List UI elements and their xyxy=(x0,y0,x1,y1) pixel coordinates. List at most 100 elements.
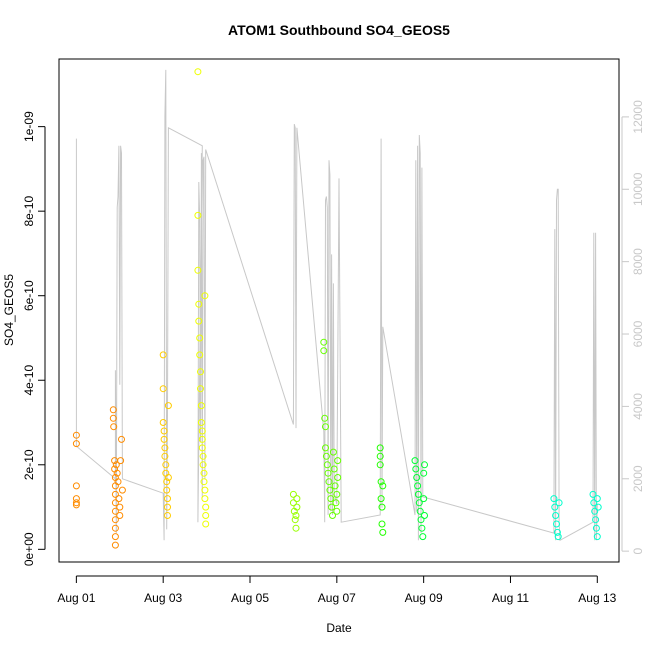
data-point xyxy=(200,469,208,477)
data-point xyxy=(194,211,202,219)
x-tick-label: Aug 05 xyxy=(231,591,269,605)
plot-frame xyxy=(58,58,620,563)
data-point xyxy=(163,478,171,486)
data-point xyxy=(414,482,422,490)
data-point xyxy=(201,292,209,300)
data-point xyxy=(197,368,204,376)
data-point xyxy=(116,503,124,511)
data-point xyxy=(376,452,384,460)
data-point xyxy=(322,423,329,431)
data-point xyxy=(421,512,428,519)
data-point xyxy=(195,317,203,325)
data-point xyxy=(326,486,334,494)
secondary-series-layer xyxy=(75,69,598,542)
data-point xyxy=(202,512,210,519)
data-point xyxy=(553,520,560,528)
data-point xyxy=(334,474,342,481)
x-axis-label: Date xyxy=(326,621,352,635)
data-point xyxy=(321,414,329,422)
data-point xyxy=(413,474,421,481)
data-point xyxy=(328,503,336,511)
data-point xyxy=(196,351,204,359)
x-tick-label: Aug 11 xyxy=(492,591,529,605)
data-point xyxy=(159,385,167,393)
data-point xyxy=(555,499,563,507)
data-point xyxy=(293,503,301,511)
y-tick-label: 2e-10 xyxy=(22,449,36,480)
y2-axis: 0 2000 4000 6000 8000 10000 12000 xyxy=(621,100,645,554)
data-point xyxy=(320,347,328,355)
data-point xyxy=(377,495,385,503)
data-point xyxy=(164,495,171,503)
data-point xyxy=(291,516,299,524)
data-point xyxy=(593,533,601,541)
data-point xyxy=(322,444,329,452)
data-point xyxy=(160,435,168,443)
data-point xyxy=(378,503,386,511)
data-point xyxy=(72,431,80,439)
data-point xyxy=(160,427,168,435)
data-point xyxy=(289,499,297,507)
data-point xyxy=(198,427,206,435)
data-point xyxy=(289,490,297,498)
data-point xyxy=(333,490,341,498)
y2-tick-label: 0 xyxy=(631,547,645,554)
data-point xyxy=(201,486,209,494)
data-point xyxy=(114,478,122,486)
data-point xyxy=(159,351,167,359)
y2-tick-label: 4000 xyxy=(631,393,645,420)
data-point xyxy=(325,478,333,486)
data-point xyxy=(419,533,427,541)
data-point xyxy=(420,469,428,477)
secondary-series-line xyxy=(75,69,598,542)
data-point xyxy=(553,528,561,536)
y2-tick-label: 6000 xyxy=(631,320,645,347)
data-point xyxy=(594,503,602,511)
data-point xyxy=(197,385,204,393)
y-tick-label: 1e-09 xyxy=(22,111,36,142)
y-tick-label: 8e-10 xyxy=(22,196,36,227)
data-point xyxy=(551,503,559,511)
data-point xyxy=(323,461,331,469)
data-point xyxy=(416,507,424,515)
data-point xyxy=(320,338,328,346)
data-point xyxy=(292,524,300,532)
data-point xyxy=(322,452,330,460)
data-point xyxy=(194,266,202,274)
data-point xyxy=(118,435,125,443)
data-point xyxy=(111,541,119,549)
y-tick-label: 6e-10 xyxy=(22,280,36,311)
data-point xyxy=(202,520,210,528)
data-point xyxy=(414,490,422,498)
data-point xyxy=(161,444,169,452)
chart-title: ATOM1 Southbound SO4_GEOS5 xyxy=(228,22,450,38)
data-point xyxy=(72,499,80,507)
y2-tick-label: 12000 xyxy=(631,100,645,134)
data-point xyxy=(379,528,387,536)
data-point xyxy=(109,414,117,422)
data-point xyxy=(162,461,170,469)
data-point xyxy=(591,507,599,515)
data-point xyxy=(334,457,342,465)
data-point xyxy=(329,512,336,519)
y2-tick-label: 2000 xyxy=(631,465,645,492)
data-point xyxy=(330,465,338,473)
data-point xyxy=(197,419,205,426)
data-point xyxy=(552,512,560,519)
data-point xyxy=(378,520,386,528)
data-point xyxy=(197,402,205,410)
data-point xyxy=(415,499,423,507)
data-point xyxy=(293,495,301,503)
x-tick-label: Aug 03 xyxy=(144,591,182,605)
x-tick-label: Aug 07 xyxy=(318,591,356,605)
data-point xyxy=(376,461,384,469)
data-point xyxy=(159,419,167,426)
data-point xyxy=(331,482,339,490)
data-point xyxy=(201,495,209,503)
data-point xyxy=(379,482,387,490)
data-point xyxy=(109,406,117,414)
data-point xyxy=(554,533,562,541)
data-point xyxy=(200,478,208,486)
data-point xyxy=(333,507,341,515)
